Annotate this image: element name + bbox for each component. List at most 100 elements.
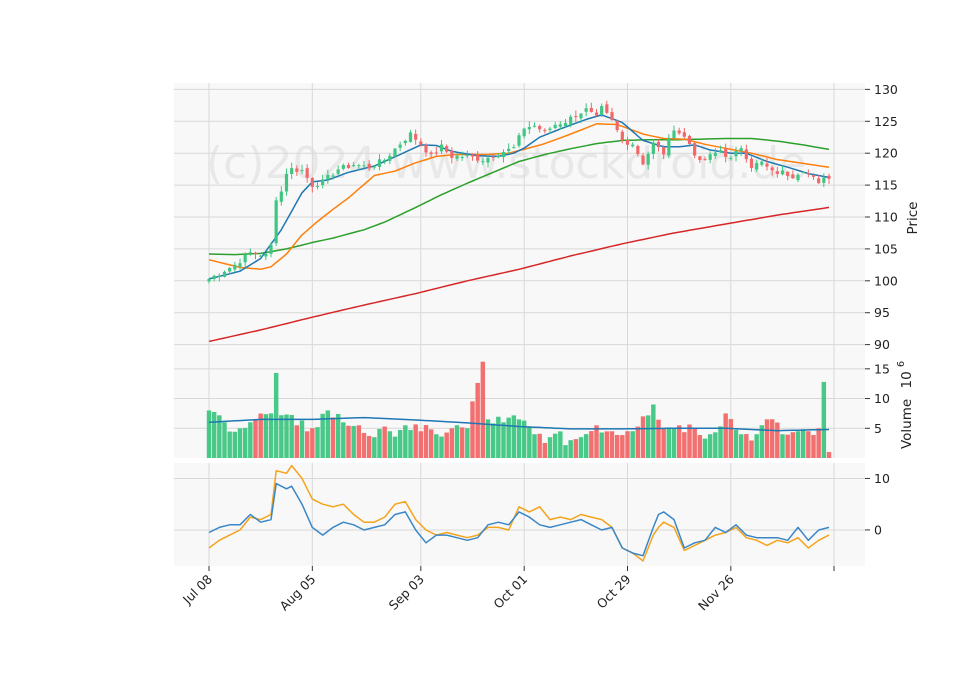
candle-down xyxy=(625,139,630,145)
candle-down xyxy=(310,178,314,187)
watermark: (c)2024 www.stockdroid.de xyxy=(206,138,806,189)
candle-up xyxy=(553,124,557,128)
candle-up xyxy=(269,244,273,254)
volume-bar-down xyxy=(444,432,449,458)
candle-down xyxy=(253,252,258,255)
candle-up xyxy=(352,165,356,167)
date-tick-label: Aug 05 xyxy=(277,572,319,614)
candle-down xyxy=(605,104,609,113)
candle-up xyxy=(259,255,263,257)
volume-bar-up xyxy=(558,431,563,458)
candle-up xyxy=(780,170,785,175)
candle-up xyxy=(233,264,237,270)
candle-up xyxy=(243,254,247,263)
candle-down xyxy=(615,120,619,131)
candle-up xyxy=(465,154,469,156)
candle-down xyxy=(445,146,449,152)
volume-bar-up xyxy=(242,427,248,458)
candle-up xyxy=(228,267,232,272)
candle-up xyxy=(336,169,340,174)
volume-bar-down xyxy=(676,425,682,458)
volume-bar-down xyxy=(310,428,315,458)
candle-up xyxy=(398,144,402,148)
candle-up xyxy=(558,124,562,127)
volume-bar-up xyxy=(211,411,217,458)
candle-up xyxy=(217,275,221,277)
volume-bar-down xyxy=(682,432,687,458)
candle-up xyxy=(290,168,294,175)
volume-bar-down xyxy=(594,425,599,458)
macd-panel-background xyxy=(174,463,865,566)
volume-bar-up xyxy=(506,417,511,458)
volume-bar-up xyxy=(547,437,553,458)
candle-down xyxy=(811,175,816,177)
candle-up xyxy=(331,175,335,177)
candle-up xyxy=(796,174,800,181)
volume-bar-up xyxy=(821,381,827,458)
candlesticks xyxy=(207,100,831,284)
volume-bar-up xyxy=(397,430,403,458)
volume-bar-down xyxy=(806,431,811,458)
volume-bar-down xyxy=(661,428,666,458)
candle-down xyxy=(470,154,475,157)
volume-bar-up xyxy=(465,428,470,458)
volume-bar-up xyxy=(377,428,382,458)
volume-gridlines xyxy=(174,351,865,458)
candle-down xyxy=(434,152,438,154)
candle-up xyxy=(460,156,464,158)
volume-bar-down xyxy=(480,361,486,458)
candle-up xyxy=(264,253,268,257)
candle-down xyxy=(476,154,480,161)
volume-bar-down xyxy=(449,428,455,458)
macd-panel: 0 10 xyxy=(174,463,890,566)
volume-bar-down xyxy=(294,425,300,458)
price-axis-tick-label: 130 xyxy=(874,82,898,97)
candle-up xyxy=(501,151,506,158)
volume-bar-up xyxy=(527,426,532,458)
candle-up xyxy=(496,155,500,158)
volume-bar-down xyxy=(790,432,796,458)
candle-down xyxy=(677,130,681,134)
candle-down xyxy=(656,141,661,148)
candle-up xyxy=(729,157,733,159)
volume-axis-tick-label: 15 xyxy=(874,361,890,376)
candle-up xyxy=(357,165,361,167)
price-panel: (c)2024 www.stockdroid.de 90 95 100 105 110 1… xyxy=(174,82,921,352)
candle-down xyxy=(295,168,299,172)
candle-up xyxy=(372,166,376,168)
candle-down xyxy=(594,112,599,116)
date-tick-label: Sep 03 xyxy=(386,572,427,613)
volume-bar-down xyxy=(687,424,692,458)
volume-axis-title: Volume 10 6 xyxy=(896,361,915,449)
price-axis-ticks: 90 95 100 105 110 115 120 125 130 xyxy=(865,82,898,352)
volume-bar-up xyxy=(372,437,377,458)
volume-bar-up xyxy=(335,413,341,458)
volume-bar-up xyxy=(222,422,227,458)
volume-bar-up xyxy=(273,372,279,458)
candle-down xyxy=(419,141,423,145)
candle-down xyxy=(770,167,774,171)
candle-up xyxy=(222,271,227,277)
candle-down xyxy=(786,171,790,176)
candle-down xyxy=(744,149,748,160)
candle-up xyxy=(238,263,242,267)
volume-axis-exponent: 10 xyxy=(899,371,915,388)
volume-bar-down xyxy=(475,382,480,458)
candle-up xyxy=(646,153,650,165)
date-tick-label: Nov 26 xyxy=(695,571,737,613)
candle-down xyxy=(775,171,779,174)
volume-average-line xyxy=(208,416,830,432)
volume-bar-down xyxy=(589,431,594,458)
volume-bar-up xyxy=(408,430,413,458)
volume-bars xyxy=(206,361,832,458)
volume-bar-up xyxy=(666,427,672,458)
volume-bar-down xyxy=(258,413,263,458)
volume-bar-up xyxy=(263,414,269,458)
candle-down xyxy=(698,156,702,160)
candle-up xyxy=(672,130,676,138)
price-axis-tick-label: 90 xyxy=(874,337,890,352)
candle-up xyxy=(548,128,552,130)
candle-up xyxy=(822,177,826,183)
volume-bar-up xyxy=(532,434,537,458)
candle-down xyxy=(749,158,754,168)
